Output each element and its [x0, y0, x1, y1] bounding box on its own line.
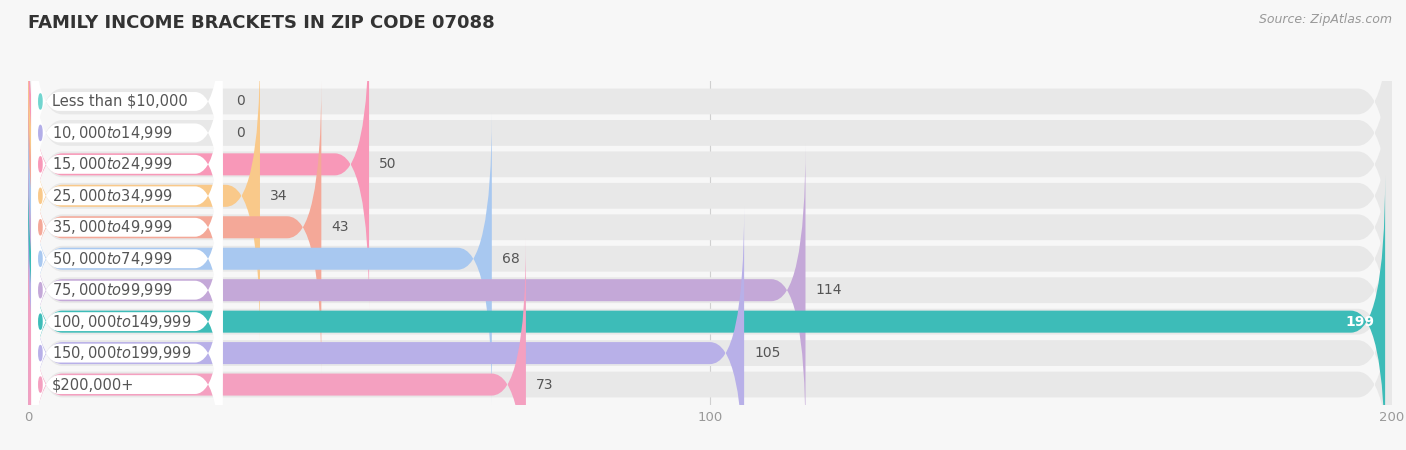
Circle shape	[39, 346, 42, 360]
Text: 199: 199	[1346, 315, 1375, 328]
FancyBboxPatch shape	[28, 83, 1392, 372]
Text: $50,000 to $74,999: $50,000 to $74,999	[52, 250, 173, 268]
FancyBboxPatch shape	[31, 142, 222, 375]
FancyBboxPatch shape	[28, 0, 1392, 277]
FancyBboxPatch shape	[31, 205, 222, 438]
Text: 34: 34	[270, 189, 288, 203]
FancyBboxPatch shape	[28, 18, 370, 310]
Text: 0: 0	[236, 126, 245, 140]
FancyBboxPatch shape	[31, 237, 222, 450]
Text: $25,000 to $34,999: $25,000 to $34,999	[52, 187, 173, 205]
FancyBboxPatch shape	[28, 144, 806, 436]
Circle shape	[39, 157, 42, 172]
FancyBboxPatch shape	[31, 111, 222, 344]
FancyBboxPatch shape	[28, 20, 1392, 309]
Text: $200,000+: $200,000+	[52, 377, 135, 392]
Text: $10,000 to $14,999: $10,000 to $14,999	[52, 124, 173, 142]
Circle shape	[39, 283, 42, 298]
Text: $150,000 to $199,999: $150,000 to $199,999	[52, 344, 191, 362]
Text: $35,000 to $49,999: $35,000 to $49,999	[52, 218, 173, 236]
FancyBboxPatch shape	[28, 240, 1392, 450]
FancyBboxPatch shape	[28, 238, 526, 450]
FancyBboxPatch shape	[31, 48, 222, 281]
Circle shape	[39, 251, 42, 266]
FancyBboxPatch shape	[28, 0, 1392, 246]
Text: $15,000 to $24,999: $15,000 to $24,999	[52, 155, 173, 173]
Circle shape	[39, 377, 42, 392]
FancyBboxPatch shape	[28, 50, 260, 342]
Text: 73: 73	[536, 378, 554, 392]
FancyBboxPatch shape	[28, 51, 1392, 340]
Text: Less than $10,000: Less than $10,000	[52, 94, 188, 109]
FancyBboxPatch shape	[28, 114, 1392, 403]
Text: 68: 68	[502, 252, 520, 266]
FancyBboxPatch shape	[28, 146, 1392, 435]
FancyBboxPatch shape	[31, 268, 222, 450]
Circle shape	[39, 126, 42, 140]
Circle shape	[39, 314, 42, 329]
FancyBboxPatch shape	[31, 17, 222, 249]
Circle shape	[39, 220, 42, 235]
FancyBboxPatch shape	[28, 209, 1392, 450]
Text: $75,000 to $99,999: $75,000 to $99,999	[52, 281, 173, 299]
FancyBboxPatch shape	[28, 176, 1385, 450]
Text: FAMILY INCOME BRACKETS IN ZIP CODE 07088: FAMILY INCOME BRACKETS IN ZIP CODE 07088	[28, 14, 495, 32]
Circle shape	[39, 94, 42, 109]
FancyBboxPatch shape	[31, 174, 222, 406]
FancyBboxPatch shape	[28, 177, 1392, 450]
FancyBboxPatch shape	[28, 81, 322, 373]
Text: 50: 50	[380, 158, 396, 171]
Text: 0: 0	[236, 94, 245, 108]
FancyBboxPatch shape	[28, 112, 492, 405]
FancyBboxPatch shape	[28, 207, 744, 450]
Text: 114: 114	[815, 283, 842, 297]
FancyBboxPatch shape	[31, 80, 222, 312]
FancyBboxPatch shape	[31, 0, 222, 218]
Circle shape	[39, 188, 42, 203]
Text: 43: 43	[332, 220, 349, 234]
Text: 105: 105	[755, 346, 780, 360]
Text: Source: ZipAtlas.com: Source: ZipAtlas.com	[1258, 14, 1392, 27]
Text: $100,000 to $149,999: $100,000 to $149,999	[52, 313, 191, 331]
